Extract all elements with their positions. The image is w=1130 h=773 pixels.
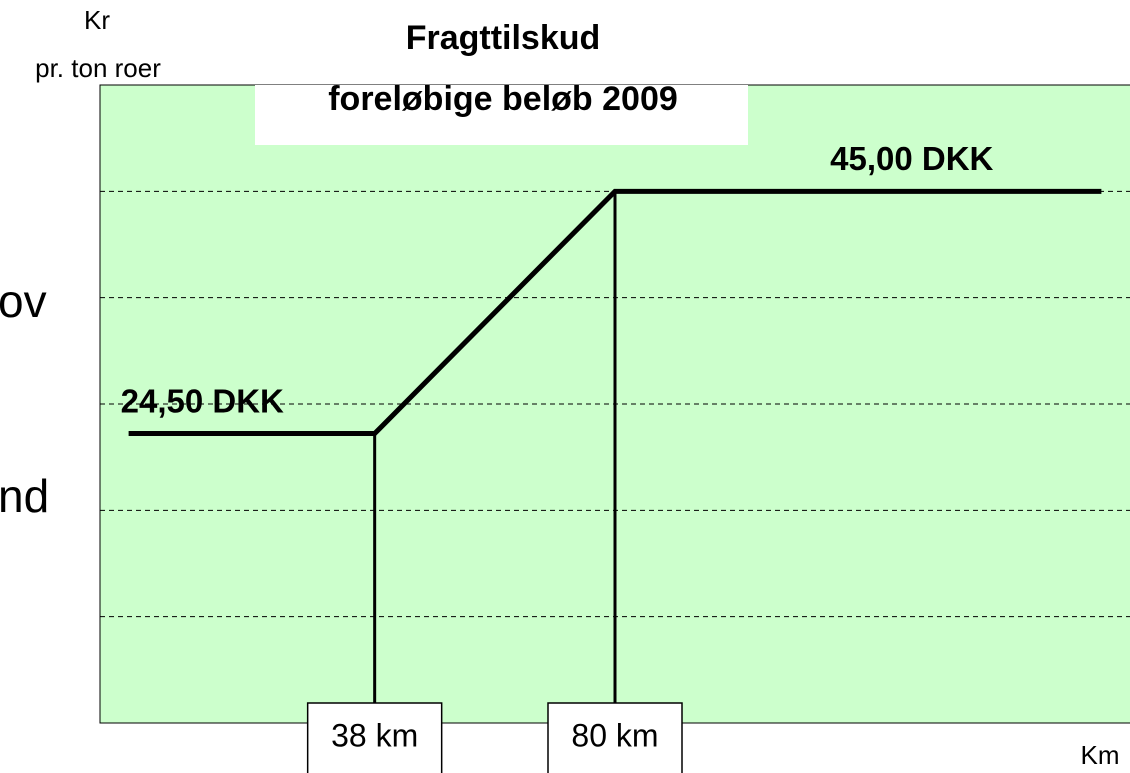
chart-title: foreløbige beløb 2009 <box>328 80 678 118</box>
data-label: 45,00 DKK <box>830 140 993 177</box>
data-label: 24,50 DKK <box>121 382 284 419</box>
x-tick-box <box>306 702 443 773</box>
y-axis-label: Kr <box>84 5 110 35</box>
y-axis-label: pr. ton roer <box>35 53 161 83</box>
x-tick-box <box>547 702 683 773</box>
background-text: ov <box>0 275 47 327</box>
chart-title: Fragttilskud <box>406 19 601 57</box>
x-tick-label: 38 km <box>331 717 418 753</box>
background-text: nd <box>0 470 49 522</box>
line <box>128 188 1102 437</box>
x-axis-label: Km <box>1081 740 1120 770</box>
x-tick-label: 80 km <box>571 717 658 753</box>
title-box <box>255 85 748 145</box>
